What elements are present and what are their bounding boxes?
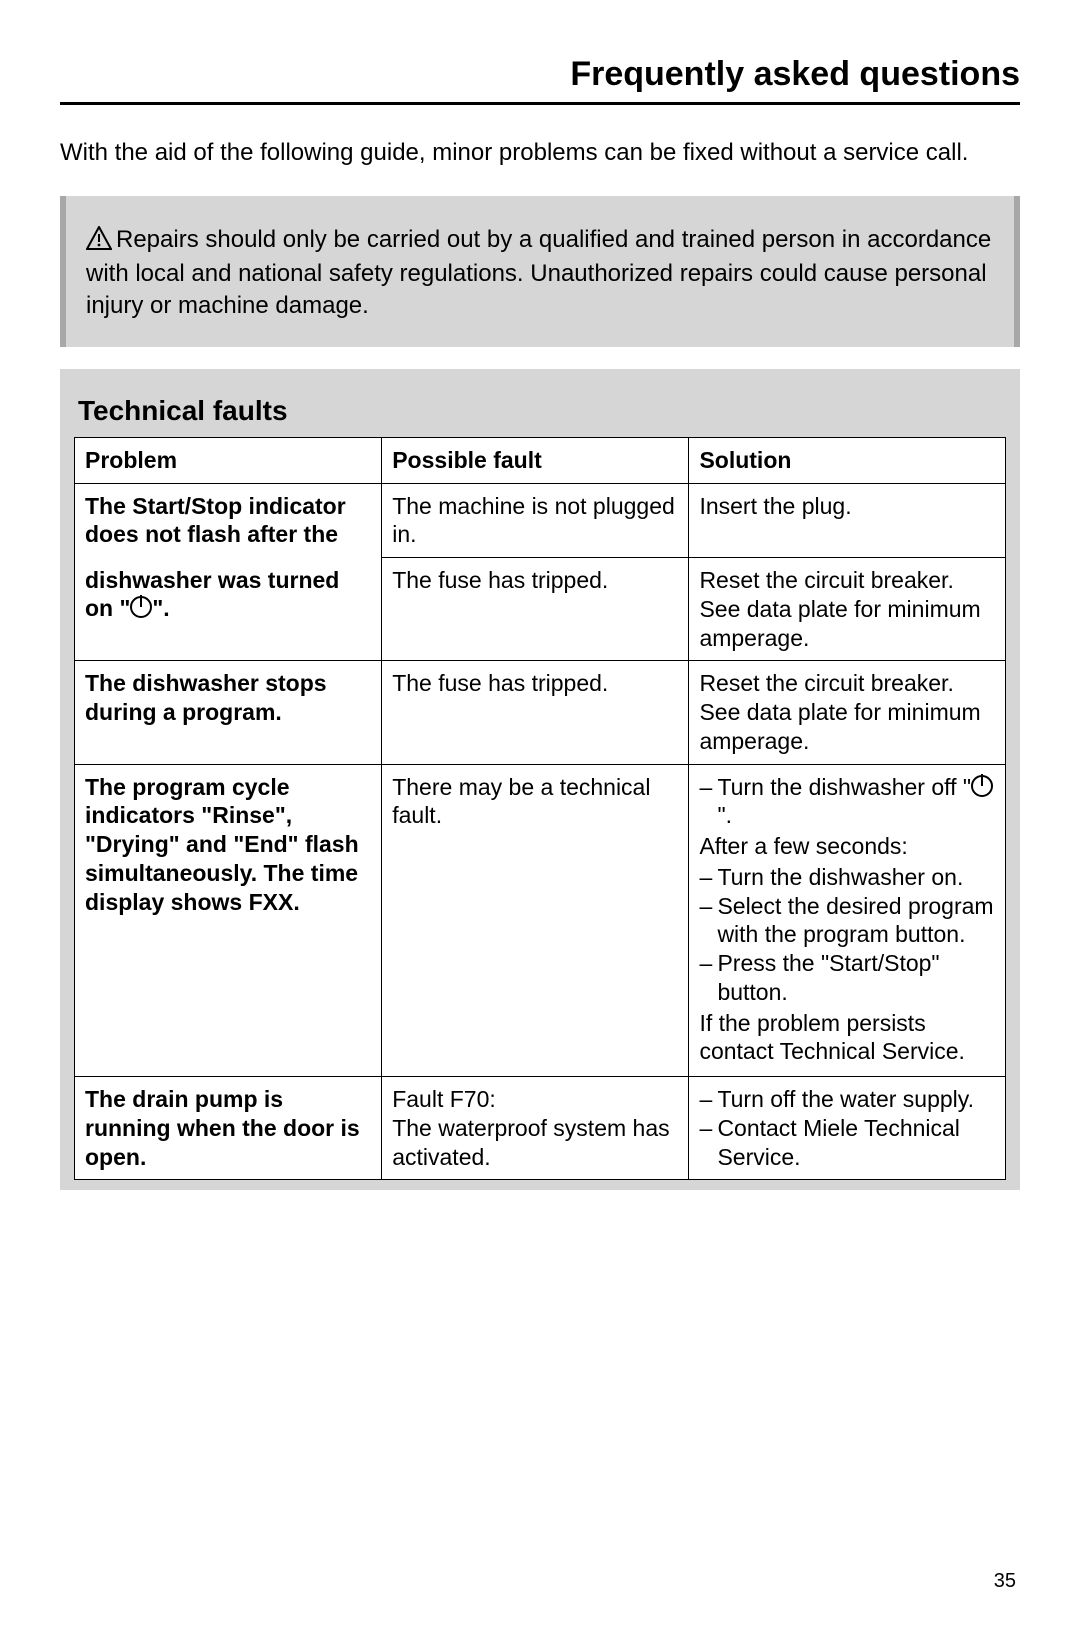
cell-problem: dishwasher was turned on "". (75, 558, 382, 661)
table-header-row: Problem Possible fault Solution (75, 437, 1006, 483)
warning-icon (86, 226, 112, 258)
intro-text: With the aid of the following guide, min… (60, 137, 1020, 168)
solution-item-prefix: Turn the dishwasher off " (717, 774, 971, 800)
technical-faults-section: Technical faults Problem Possible fault … (60, 369, 1020, 1191)
solution-item: Turn the dishwasher on. (717, 863, 995, 892)
solution-plain: After a few seconds: (699, 832, 995, 861)
solution-list: Turn off the water supply. Contact Miele… (699, 1085, 995, 1171)
problem-text: The Start/Stop indicator does not flash … (85, 493, 346, 548)
cell-fault: The fuse has tripped. (382, 661, 689, 764)
table-row: The program cycle indicators "Rinse", "D… (75, 764, 1006, 1077)
solution-plain: If the problem persists contact Technica… (699, 1009, 995, 1067)
cell-problem: The program cycle indicators "Rinse", "D… (75, 764, 382, 1077)
page: Frequently asked questions With the aid … (0, 0, 1080, 1633)
solution-item-suffix: ". (717, 802, 732, 828)
fault-line2: The waterproof system has activated. (392, 1115, 669, 1170)
cell-fault: Fault F70: The waterproof system has act… (382, 1077, 689, 1180)
cell-problem: The dishwasher stops during a program. (75, 661, 382, 764)
fault-line1: Fault F70: (392, 1086, 496, 1112)
cell-solution: Turn the dishwasher off "". After a few … (689, 764, 1006, 1077)
col-header-problem: Problem (75, 437, 382, 483)
solution-list: Turn the dishwasher off "". (699, 773, 995, 831)
cell-solution: Insert the plug. (689, 483, 1006, 558)
problem-text-suffix: ". (152, 595, 169, 621)
table-row: The drain pump is running when the door … (75, 1077, 1006, 1180)
table-row: dishwasher was turned on "". The fuse ha… (75, 558, 1006, 661)
table-row: The Start/Stop indicator does not flash … (75, 483, 1006, 558)
power-icon (130, 596, 152, 618)
col-header-fault: Possible fault (382, 437, 689, 483)
solution-list: Turn the dishwasher on. Select the desir… (699, 863, 995, 1007)
section-title: Technical faults (78, 395, 1006, 427)
cell-solution: Reset the circuit breaker. See data plat… (689, 558, 1006, 661)
cell-fault: There may be a technical fault. (382, 764, 689, 1077)
cell-solution: Turn off the water supply. Contact Miele… (689, 1077, 1006, 1180)
faults-table: Problem Possible fault Solution The Star… (74, 437, 1006, 1181)
col-header-solution: Solution (689, 437, 1006, 483)
table-row: The dishwasher stops during a program. T… (75, 661, 1006, 764)
warning-box: Repairs should only be carried out by a … (60, 196, 1020, 347)
problem-text-prefix: dishwasher was turned on " (85, 567, 339, 622)
cell-fault: The machine is not plugged in. (382, 483, 689, 558)
page-number: 35 (60, 1570, 1020, 1593)
solution-item: Turn the dishwasher off "". (717, 773, 995, 831)
solution-item: Contact Miele Technical Service. (717, 1114, 995, 1172)
page-title: Frequently asked questions (60, 55, 1020, 105)
solution-item: Press the "Start/Stop" button. (717, 949, 995, 1007)
solution-item: Turn off the water supply. (717, 1085, 995, 1114)
warning-text: Repairs should only be carried out by a … (86, 226, 991, 318)
cell-problem: The Start/Stop indicator does not flash … (75, 483, 382, 558)
solution-item: Select the desired program with the prog… (717, 892, 995, 950)
cell-problem: The drain pump is running when the door … (75, 1077, 382, 1180)
cell-solution: Reset the circuit breaker. See data plat… (689, 661, 1006, 764)
power-icon (971, 775, 993, 797)
cell-fault: The fuse has tripped. (382, 558, 689, 661)
